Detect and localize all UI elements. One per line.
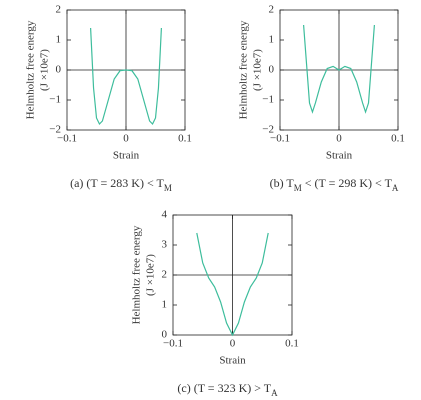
x-axis-label: Strain: [326, 150, 353, 162]
caption-part: A: [392, 183, 399, 193]
y-axis-label: Helmholtz free energy: [238, 20, 250, 119]
x-axis-label: Strain: [113, 150, 140, 162]
y-tick-label: 0: [56, 64, 62, 76]
caption-part: < (T = 298 K) < T: [302, 176, 393, 190]
caption: (a) (T = 283 K) < TM: [70, 176, 172, 193]
y-axis-label: (J ×10e7): [145, 254, 157, 296]
y-tick-label: 2: [162, 269, 168, 281]
y-tick-label: 2: [269, 4, 275, 16]
y-tick-label: −2: [49, 124, 61, 136]
caption-part: (c) (T = 323 K) > T: [177, 381, 271, 395]
y-tick-label: 1: [269, 34, 275, 46]
x-tick-label: 0: [123, 133, 129, 145]
caption: (c) (T = 323 K) > TA: [177, 381, 278, 398]
y-tick-label: 0: [162, 329, 168, 341]
y-tick-label: 1: [56, 34, 62, 46]
y-axis-label: (J ×10e7): [252, 49, 264, 91]
x-axis-label: Strain: [219, 355, 246, 367]
x-tick-label: 0.1: [178, 133, 192, 145]
y-tick-label: −2: [262, 124, 274, 136]
y-tick-label: −1: [262, 94, 274, 106]
x-tick-label: 0.1: [285, 338, 299, 350]
y-tick-label: −1: [49, 94, 61, 106]
y-tick-label: 0: [269, 64, 275, 76]
x-tick-label: −0.1: [57, 133, 77, 145]
caption-part: A: [271, 388, 278, 398]
x-tick-label: 0: [230, 338, 236, 350]
y-axis-label: (J ×10e7): [39, 49, 51, 91]
y-tick-label: 4: [162, 209, 168, 221]
caption-part: M: [164, 183, 172, 193]
x-tick-label: −0.1: [163, 338, 183, 350]
y-axis-label: Helmholtz free energy: [25, 20, 37, 119]
curve: [196, 232, 269, 337]
x-tick-label: −0.1: [270, 133, 290, 145]
caption-part: (b) T: [270, 176, 295, 190]
caption: (b) TM < (T = 298 K) < TA: [270, 176, 399, 193]
curve: [303, 24, 375, 114]
y-tick-label: 3: [162, 239, 168, 251]
y-tick-label: 1: [162, 299, 168, 311]
curve: [90, 27, 162, 126]
caption-part: M: [294, 183, 302, 193]
y-axis-label: Helmholtz free energy: [131, 225, 143, 324]
y-tick-label: 2: [56, 4, 62, 16]
x-tick-label: 0: [336, 133, 342, 145]
caption-part: (a) (T = 283 K) < T: [70, 176, 164, 190]
x-tick-label: 0.1: [391, 133, 405, 145]
